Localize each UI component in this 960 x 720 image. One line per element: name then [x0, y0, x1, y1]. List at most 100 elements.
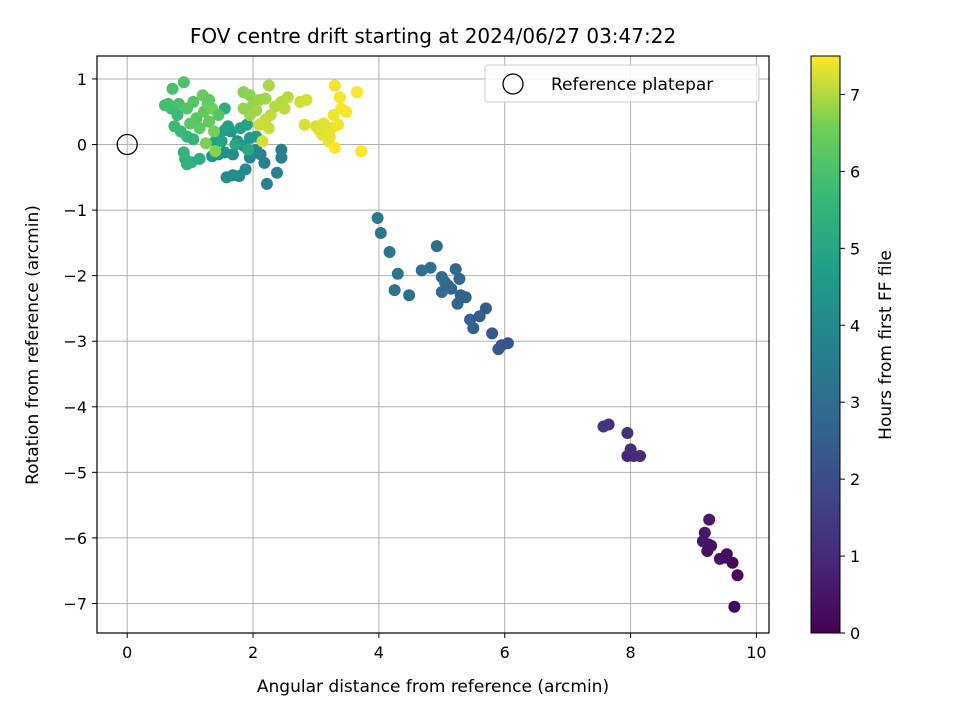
- data-point: [208, 125, 220, 138]
- data-point: [451, 297, 464, 310]
- data-point: [168, 120, 181, 133]
- data-point: [403, 289, 416, 302]
- data-point: [271, 166, 283, 179]
- data-point: [621, 427, 634, 439]
- data-point: [193, 122, 206, 135]
- data-point: [256, 135, 269, 148]
- data-point: [187, 95, 200, 108]
- data-point: [229, 138, 242, 151]
- colorbar-tick-label: 2: [850, 470, 860, 489]
- data-point: [184, 117, 197, 130]
- data-point: [486, 327, 499, 340]
- legend: Reference platepar: [484, 64, 760, 103]
- x-tick-label: 8: [625, 643, 635, 662]
- data-point: [492, 343, 505, 356]
- chart-title: FOV centre drift starting at 2024/06/27 …: [190, 24, 676, 48]
- data-point: [388, 284, 401, 297]
- colorbar-tick-label: 6: [850, 162, 860, 181]
- data-point: [453, 272, 466, 285]
- y-axis-ticks: 1 0 −1 −2 −3 −4 −5 −6 −7: [63, 70, 97, 613]
- data-point: [634, 450, 646, 462]
- data-point: [209, 145, 222, 158]
- data-point: [340, 105, 353, 118]
- colorbar: [810, 55, 841, 634]
- data-point: [728, 600, 741, 613]
- data-point: [177, 146, 190, 159]
- data-point: [203, 93, 215, 106]
- x-tick-label: 6: [500, 643, 510, 662]
- data-point: [705, 539, 718, 552]
- plot-frame: [96, 55, 770, 634]
- x-tick-label: 0: [122, 643, 132, 662]
- data-point: [371, 212, 384, 224]
- data-point: [435, 271, 448, 283]
- data-point: [298, 118, 311, 131]
- data-point: [435, 286, 448, 298]
- data-point: [415, 264, 428, 277]
- data-point: [243, 89, 256, 102]
- data-point: [430, 240, 443, 253]
- data-point: [624, 443, 637, 456]
- x-tick-label: 2: [248, 643, 258, 662]
- data-point: [281, 91, 294, 104]
- colorbar-tick-label: 4: [850, 316, 860, 335]
- data-point: [328, 141, 341, 154]
- data-point: [215, 135, 228, 148]
- x-tick-label: 4: [374, 643, 384, 662]
- data-point: [473, 310, 486, 323]
- data-point: [240, 118, 253, 131]
- x-tick-label: 10: [746, 643, 766, 662]
- x-axis-label: Angular distance from reference (arcmin): [257, 677, 609, 697]
- data-point: [199, 137, 212, 150]
- y-tick-label: −3: [63, 332, 87, 351]
- data-point: [328, 79, 341, 92]
- reference-platepar-marker: [116, 133, 138, 156]
- y-tick-label: −5: [63, 463, 87, 482]
- y-tick-label: −2: [63, 267, 87, 286]
- data-point: [323, 130, 336, 143]
- data-point: [220, 171, 233, 184]
- data-point: [260, 177, 273, 190]
- data-point: [162, 97, 175, 110]
- data-point: [355, 145, 368, 158]
- data-point: [449, 263, 462, 276]
- y-tick-label: 0: [77, 136, 87, 155]
- y-tick-label: −6: [63, 529, 87, 548]
- colorbar-ticks: 0 1 2 3 4 5 6 7: [840, 85, 860, 643]
- data-point: [262, 79, 275, 92]
- data-point: [383, 246, 396, 258]
- colorbar-tick-label: 5: [850, 239, 860, 258]
- data-point: [242, 143, 254, 156]
- data-point: [313, 124, 326, 137]
- y-axis-label: Rotation from reference (arcmin): [23, 205, 43, 485]
- data-point: [374, 227, 387, 239]
- data-point: [464, 313, 477, 326]
- data-point: [703, 513, 716, 526]
- x-axis-ticks: 0 2 4 6 8 10: [122, 633, 767, 662]
- data-point: [278, 102, 291, 115]
- data-point: [332, 118, 344, 131]
- data-point: [713, 552, 726, 565]
- colorbar-label: Hours from first FF file: [876, 250, 896, 440]
- legend-box: [484, 64, 760, 103]
- data-point: [212, 109, 225, 121]
- data-point: [350, 86, 363, 99]
- legend-label-reference: Reference platepar: [551, 75, 713, 95]
- data-point: [300, 93, 313, 106]
- data-point: [203, 115, 215, 128]
- data-point: [333, 91, 346, 104]
- colorbar-tick-label: 0: [850, 624, 860, 643]
- data-point: [391, 267, 404, 280]
- y-tick-label: 1: [77, 70, 87, 89]
- scatter-points: [159, 76, 744, 613]
- data-point: [597, 420, 610, 433]
- data-point: [275, 151, 288, 164]
- colorbar-tick-label: 7: [850, 85, 860, 104]
- data-point: [698, 526, 711, 539]
- y-tick-label: −1: [63, 201, 87, 220]
- colorbar-tick-label: 3: [850, 393, 860, 412]
- legend-marker-reference: [502, 73, 524, 95]
- data-point: [177, 76, 190, 89]
